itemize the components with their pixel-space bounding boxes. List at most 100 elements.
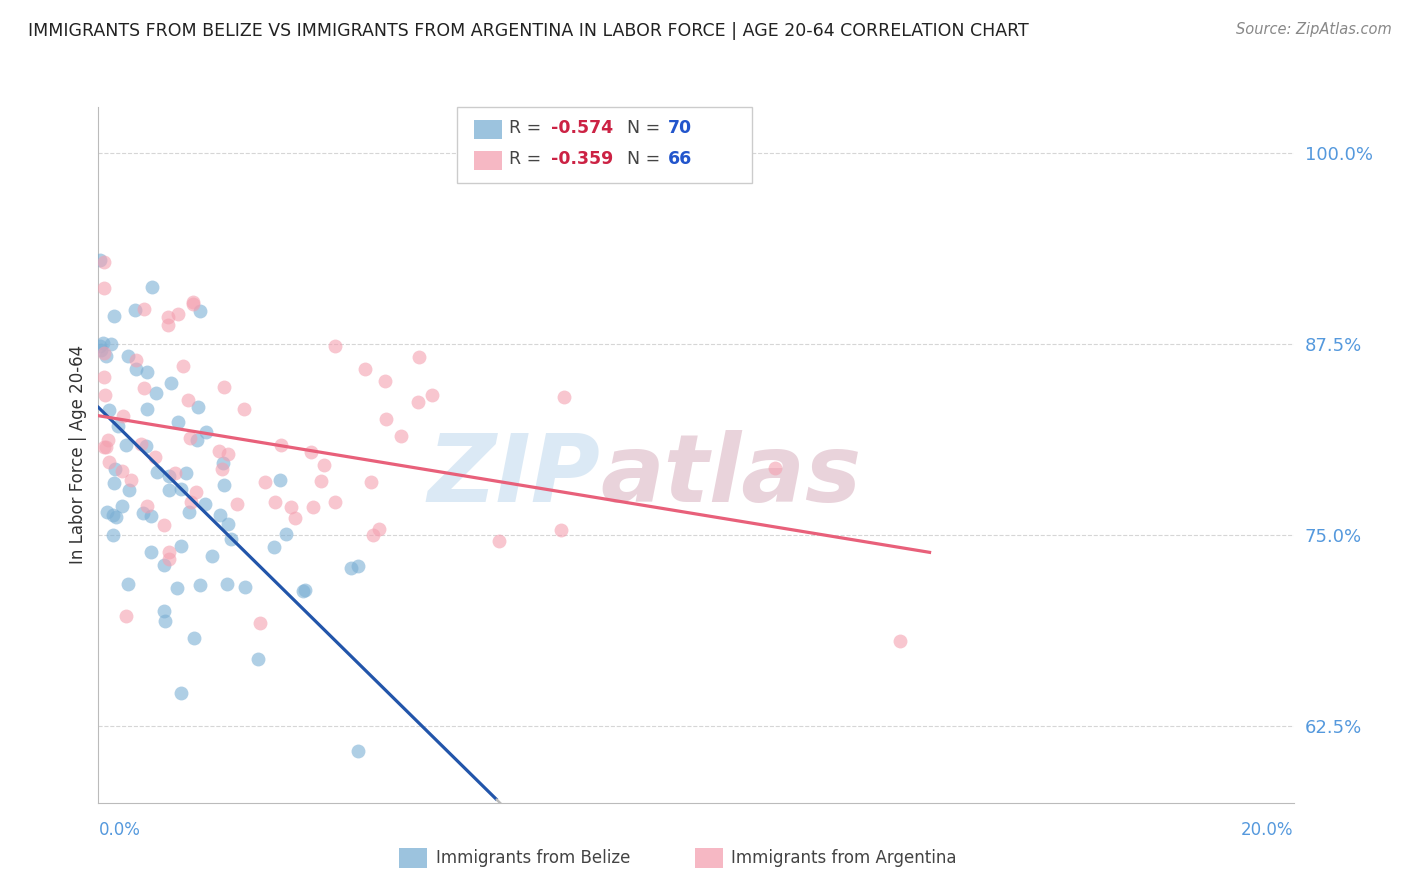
- Point: [280, 500, 302, 515]
- Point: [323, 495, 346, 509]
- Point: [249, 615, 271, 630]
- Point: [276, 527, 298, 541]
- Text: -0.359: -0.359: [551, 150, 613, 168]
- Point: [174, 466, 197, 480]
- Point: [553, 390, 575, 404]
- Point: [488, 534, 510, 549]
- Point: [188, 578, 211, 592]
- Point: [219, 532, 242, 546]
- Point: [90, 343, 112, 357]
- Point: [118, 483, 141, 498]
- Point: [136, 401, 159, 416]
- Point: [143, 450, 166, 464]
- Point: [172, 359, 194, 374]
- Point: [181, 295, 204, 310]
- Point: [233, 581, 256, 595]
- Point: [186, 485, 208, 500]
- Point: [186, 433, 208, 447]
- Point: [217, 447, 239, 461]
- Text: -0.574: -0.574: [551, 119, 613, 136]
- Text: Immigrants from Belize: Immigrants from Belize: [436, 849, 630, 867]
- Point: [136, 365, 159, 379]
- Point: [291, 584, 314, 599]
- Point: [107, 418, 129, 433]
- Text: atlas: atlas: [600, 430, 862, 522]
- Point: [157, 310, 180, 325]
- Point: [294, 583, 316, 598]
- Point: [270, 438, 292, 452]
- Point: [763, 461, 786, 475]
- Point: [160, 376, 183, 391]
- Point: [253, 475, 276, 489]
- Point: [131, 437, 153, 451]
- Point: [93, 255, 115, 269]
- Point: [93, 370, 115, 384]
- Point: [93, 346, 115, 360]
- Point: [159, 545, 181, 559]
- Point: [93, 440, 115, 454]
- Point: [97, 433, 120, 447]
- Point: [170, 482, 193, 496]
- Point: [233, 401, 256, 416]
- Point: [183, 631, 205, 645]
- Point: [98, 455, 121, 469]
- Point: [157, 469, 180, 483]
- Point: [145, 385, 167, 400]
- Point: [132, 301, 155, 316]
- Point: [375, 412, 398, 426]
- Text: R =: R =: [509, 150, 547, 168]
- Point: [212, 457, 235, 471]
- Point: [309, 474, 332, 488]
- Point: [263, 495, 285, 509]
- Point: [299, 445, 322, 459]
- Point: [96, 505, 118, 519]
- Text: ZIP: ZIP: [427, 430, 600, 522]
- Point: [100, 337, 122, 351]
- Point: [408, 394, 430, 409]
- Text: Immigrants from Argentina: Immigrants from Argentina: [731, 849, 956, 867]
- Text: R =: R =: [509, 119, 547, 136]
- Text: 66: 66: [668, 150, 692, 168]
- Point: [152, 558, 174, 572]
- Point: [89, 339, 111, 353]
- Point: [157, 551, 180, 566]
- Point: [368, 819, 391, 833]
- Point: [374, 374, 396, 388]
- Point: [117, 349, 139, 363]
- Point: [153, 518, 176, 533]
- Point: [114, 609, 136, 624]
- Text: Source: ZipAtlas.com: Source: ZipAtlas.com: [1236, 22, 1392, 37]
- Point: [132, 381, 155, 395]
- Point: [91, 336, 114, 351]
- Point: [889, 634, 911, 648]
- Point: [208, 443, 231, 458]
- Point: [550, 523, 572, 537]
- Point: [212, 379, 235, 393]
- Point: [115, 438, 138, 452]
- Point: [139, 545, 162, 559]
- Text: 70: 70: [668, 119, 692, 136]
- Point: [136, 499, 159, 513]
- Point: [125, 361, 148, 376]
- Point: [194, 425, 217, 439]
- Point: [170, 686, 193, 700]
- Point: [167, 415, 190, 429]
- Text: N =: N =: [616, 119, 665, 136]
- Point: [166, 581, 188, 595]
- Point: [225, 497, 247, 511]
- Point: [211, 462, 233, 476]
- Point: [269, 473, 291, 487]
- Point: [139, 508, 162, 523]
- Point: [347, 744, 370, 758]
- Point: [156, 318, 179, 333]
- Point: [188, 304, 211, 318]
- Point: [111, 409, 134, 423]
- Point: [96, 440, 118, 454]
- Point: [389, 429, 412, 443]
- Point: [360, 475, 382, 490]
- Point: [302, 500, 325, 515]
- Point: [93, 281, 115, 295]
- Point: [217, 516, 239, 531]
- Text: IMMIGRANTS FROM BELIZE VS IMMIGRANTS FROM ARGENTINA IN LABOR FORCE | AGE 20-64 C: IMMIGRANTS FROM BELIZE VS IMMIGRANTS FRO…: [28, 22, 1029, 40]
- Point: [124, 303, 146, 318]
